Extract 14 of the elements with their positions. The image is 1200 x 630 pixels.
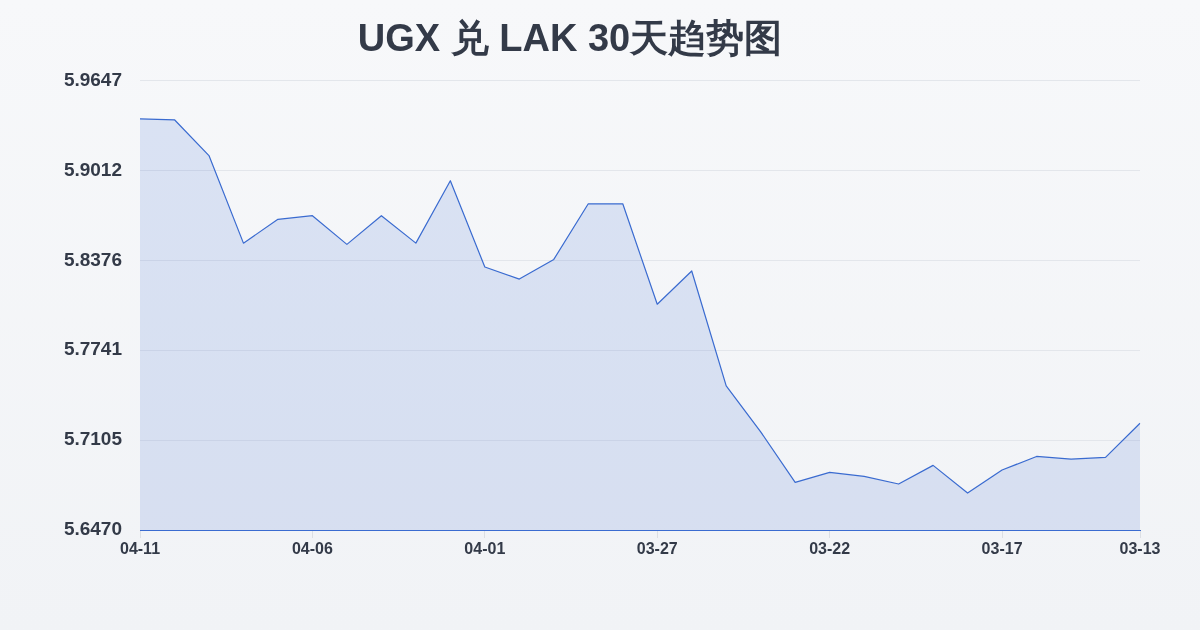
y-tick-label: 5.7105	[63, 428, 123, 450]
x-tick-label: 04-11	[119, 540, 161, 558]
y-tick-label: 5.9012	[63, 158, 122, 180]
y-tick-label: 5.6470	[63, 518, 122, 540]
y-tick-label: 5.9647	[63, 68, 122, 90]
x-tick-label: 03-13	[1119, 540, 1161, 558]
x-tick-label: 04-06	[291, 540, 333, 558]
x-tick-label: 04-01	[464, 540, 506, 558]
chart-title: UGX 兑 LAK 30天趋势图	[357, 17, 783, 60]
x-tick-label: 03-17	[981, 540, 1023, 558]
y-tick-label: 5.8376	[63, 248, 122, 270]
x-tick-label: 03-22	[809, 540, 851, 558]
x-tick-label: 03-27	[636, 540, 678, 558]
y-tick-label: 5.7741	[63, 338, 123, 360]
